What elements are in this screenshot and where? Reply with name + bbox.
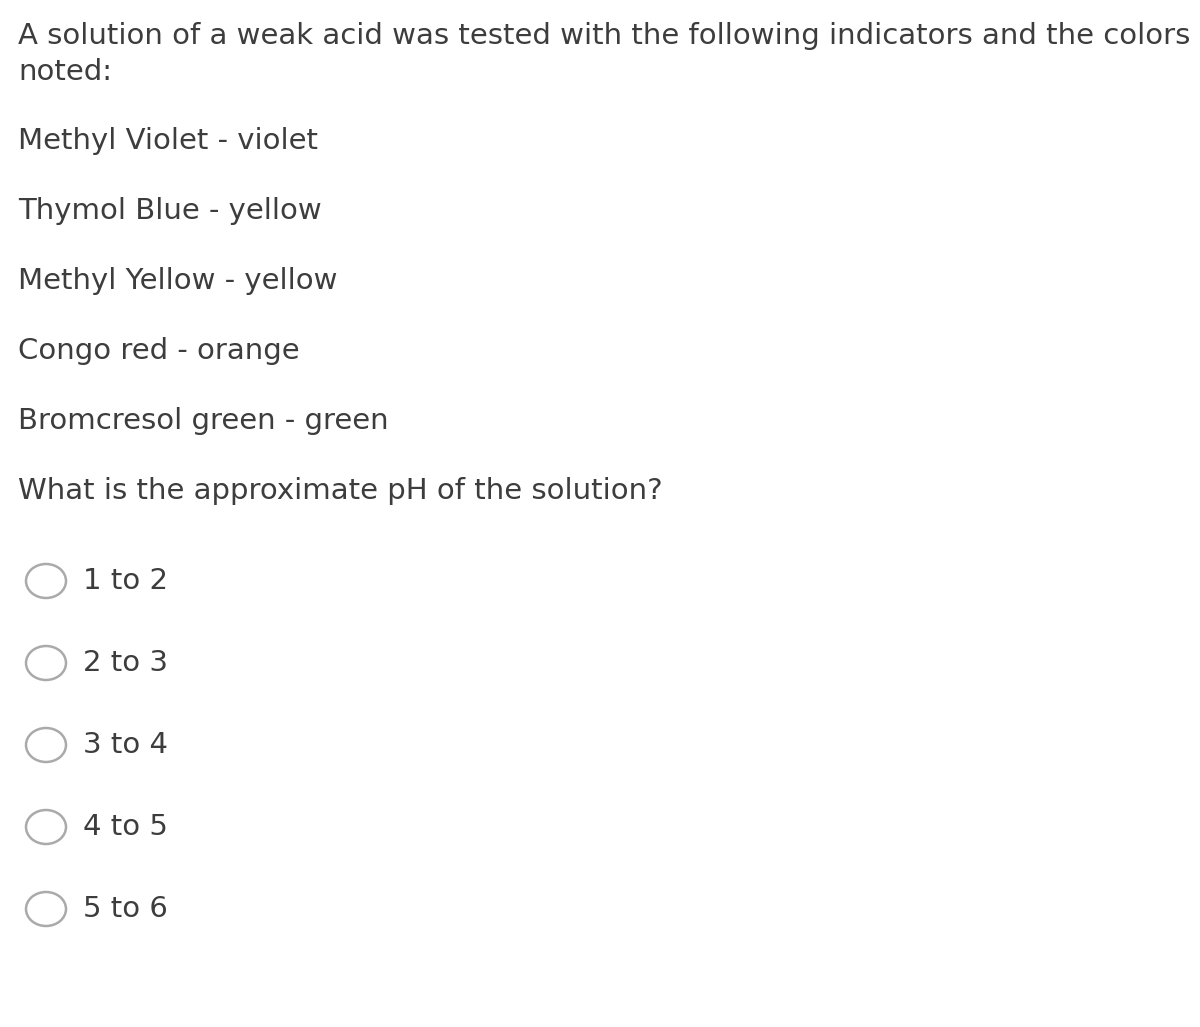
Text: 3 to 4: 3 to 4 bbox=[83, 731, 168, 759]
Text: Methyl Violet - violet: Methyl Violet - violet bbox=[18, 127, 318, 155]
Text: A solution of a weak acid was tested with the following indicators and the color: A solution of a weak acid was tested wit… bbox=[18, 22, 1190, 85]
Text: Bromcresol green - green: Bromcresol green - green bbox=[18, 407, 389, 435]
Text: 5 to 6: 5 to 6 bbox=[83, 895, 168, 923]
Text: Methyl Yellow - yellow: Methyl Yellow - yellow bbox=[18, 267, 337, 295]
Text: 2 to 3: 2 to 3 bbox=[83, 649, 168, 677]
Text: Thymol Blue - yellow: Thymol Blue - yellow bbox=[18, 197, 322, 225]
Text: Congo red - orange: Congo red - orange bbox=[18, 337, 300, 365]
Text: What is the approximate pH of the solution?: What is the approximate pH of the soluti… bbox=[18, 477, 662, 505]
Text: 1 to 2: 1 to 2 bbox=[83, 567, 168, 595]
Text: 4 to 5: 4 to 5 bbox=[83, 813, 168, 841]
